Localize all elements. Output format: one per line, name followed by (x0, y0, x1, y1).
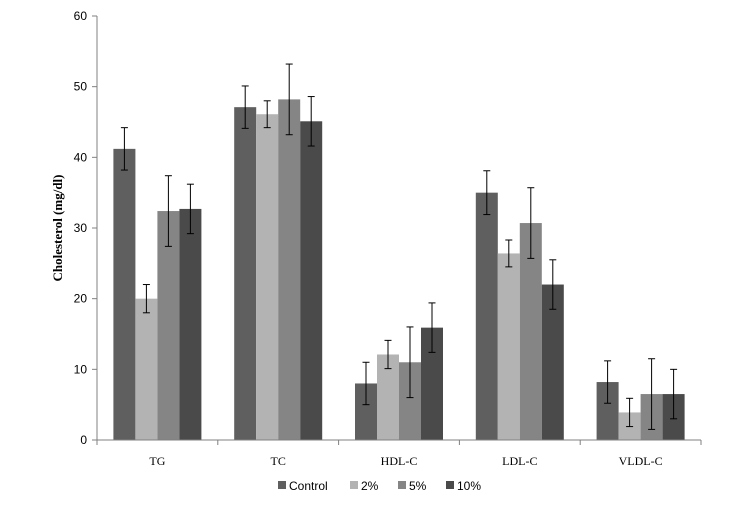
y-tick-label: 10 (74, 362, 88, 376)
bar-hdl-c-10pct (421, 327, 443, 440)
y-tick-label: 0 (80, 433, 87, 447)
error-bar (626, 397, 634, 428)
y-ticks-layer: 0 10 20 30 40 50 60 (74, 9, 97, 447)
error-bar (670, 368, 678, 420)
error-bar (186, 183, 194, 235)
bar-hdl-c-5pct (399, 362, 421, 440)
bar-tc-5pct (278, 99, 301, 441)
error-bars-layer (120, 63, 678, 430)
error-bar (406, 326, 414, 399)
legend-label: 2% (361, 479, 379, 493)
y-tick-label: 30 (74, 221, 88, 235)
legend-swatch (278, 481, 286, 489)
error-bar (263, 100, 271, 129)
bar-tg-2pct (135, 298, 158, 440)
bar-vldl-c-control (596, 382, 619, 440)
x-category-label: HDL-C (381, 454, 418, 468)
x-category-label: LDL-C (502, 454, 537, 468)
error-bar (527, 187, 535, 259)
x-category-label: TG (149, 454, 165, 468)
error-bar (648, 358, 656, 430)
legend-item: 2% (350, 479, 379, 493)
bar-hdl-c-control (355, 383, 377, 440)
legend-label: 10% (457, 479, 481, 493)
bar-tc-control (234, 107, 257, 440)
error-bar (549, 259, 557, 310)
x-category-label: VLDL-C (619, 454, 663, 468)
bar-tg-control (113, 148, 136, 440)
y-tick-label: 20 (74, 292, 88, 306)
bar-ldl-c-control (475, 192, 498, 440)
legend-item: 10% (446, 479, 481, 493)
error-bar (505, 239, 513, 268)
x-labels-layer: TG TC HDL-C LDL-C VLDL-C (96, 440, 702, 468)
legend-item: Control (278, 479, 328, 493)
legend-item: 5% (398, 479, 427, 493)
bar-tc-2pct (256, 114, 279, 440)
x-category-label: TC (271, 454, 286, 468)
bar-ldl-c-5pct (519, 223, 542, 440)
error-bar (428, 302, 436, 353)
error-bar (142, 284, 150, 314)
legend-label: Control (289, 479, 328, 493)
bar-ldl-c-2pct (497, 253, 520, 440)
legend-swatch (446, 481, 454, 489)
error-bar (483, 170, 491, 216)
bar-tc-10pct (300, 121, 323, 440)
bar-hdl-c-2pct (377, 354, 399, 440)
y-tick-label: 60 (74, 9, 88, 23)
legend-swatch (350, 481, 358, 489)
bar-ldl-c-10pct (541, 284, 564, 440)
error-bar (604, 360, 612, 404)
error-bar (362, 361, 370, 406)
legend-swatch (398, 481, 406, 489)
error-bar (164, 175, 172, 247)
bars-layer (113, 99, 685, 441)
error-bar (307, 96, 315, 147)
bar-tg-5pct (157, 211, 180, 440)
legend-label: 5% (409, 479, 427, 493)
error-bar (384, 339, 392, 370)
y-tick-label: 50 (74, 80, 88, 94)
bar-tg-10pct (179, 208, 202, 440)
y-axis-title: Cholesterol (mg/dl) (50, 175, 65, 282)
error-bar (285, 63, 293, 136)
error-bar (120, 127, 128, 171)
y-tick-label: 40 (74, 150, 88, 164)
error-bar (241, 85, 249, 129)
legend: Control 2% 5% 10% (278, 479, 481, 493)
